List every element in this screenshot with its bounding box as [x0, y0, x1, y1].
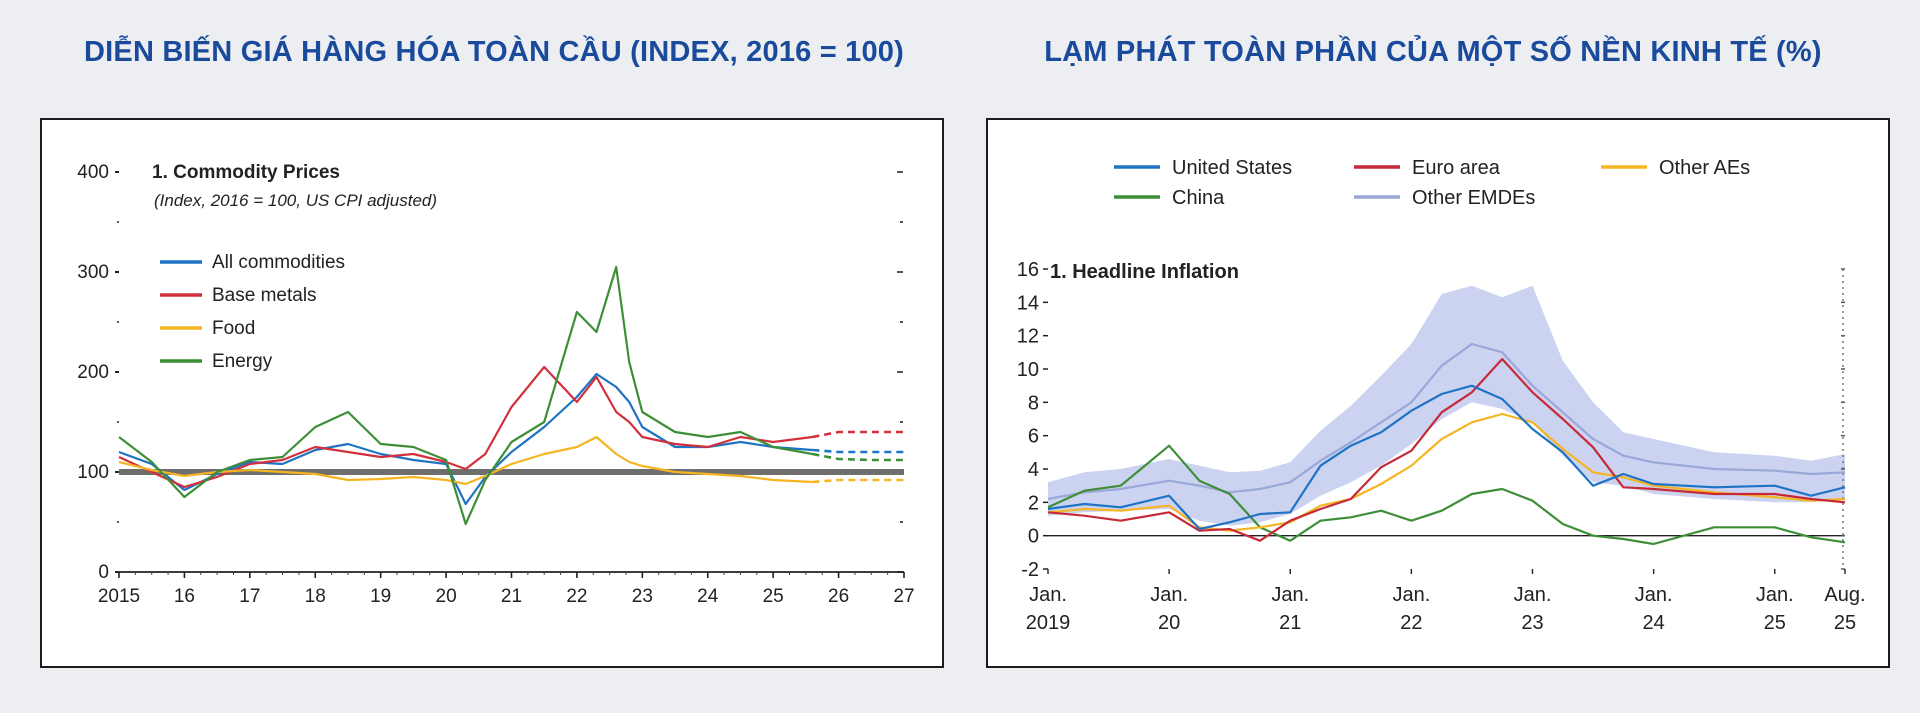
x-tick-label-line: Jan.	[1635, 584, 1673, 606]
forecast-line-base-metals	[812, 430, 904, 439]
x-tick-label-21: 21	[501, 586, 522, 607]
x-tick-label-18: 18	[305, 586, 326, 607]
y-tick-label-14: 14	[1017, 292, 1039, 314]
legend-label-energy: Energy	[212, 351, 273, 372]
x-tick-label-25: 25	[763, 586, 784, 607]
x-tick-label-jan-20: Jan. 20	[1150, 584, 1188, 634]
y-tick-label-16: 16	[1017, 259, 1039, 281]
legend-label-all-commodities: All commodities	[212, 252, 345, 273]
y-tick-label-4: 4	[1028, 459, 1039, 481]
y-tick-label-300: 300	[77, 262, 109, 283]
x-tick-label-line: Jan.	[1271, 584, 1309, 606]
x-tick-label-jan-24: Jan. 24	[1635, 584, 1673, 634]
y-tick-label-100: 100	[77, 462, 109, 483]
y-tick-label-2: 2	[1028, 492, 1039, 514]
x-tick-label-19: 19	[370, 586, 391, 607]
x-tick-label-20: 20	[436, 586, 457, 607]
x-tick-label-aug-25: Aug. 25	[1824, 584, 1865, 634]
series-line-euro-area	[1047, 357, 1846, 542]
x-tick-label-line: Jan.	[1392, 584, 1430, 606]
x-tick-label-2015: 2015	[98, 586, 140, 607]
x-tick-label-line: 23	[1521, 612, 1543, 634]
x-tick-label-22: 22	[566, 586, 587, 607]
y-tick-label-12: 12	[1017, 326, 1039, 348]
y-tick-label--2: -2	[1021, 559, 1039, 581]
forecast-line-food	[812, 478, 904, 484]
x-tick-label-line: 25	[1764, 612, 1786, 634]
x-tick-label-line: Jan.	[1150, 584, 1188, 606]
legend-label-united-states: United States	[1172, 157, 1292, 179]
x-tick-label-23: 23	[632, 586, 653, 607]
x-tick-label-line: 21	[1279, 612, 1301, 634]
chart-title: 1. Headline Inflation	[1050, 261, 1239, 283]
legend-label-food: Food	[212, 318, 255, 339]
y-tick-label-400: 400	[77, 162, 109, 183]
x-tick-label-jan-2019: Jan. 2019	[1026, 584, 1071, 634]
legend-label-other-emdes: Other EMDEs	[1412, 187, 1535, 209]
x-tick-label-line: Jan.	[1514, 584, 1552, 606]
y-tick-label-200: 200	[77, 362, 109, 383]
commodity-prices-chart: 0 100 200 300 400 2015 16 17 18 19 20 21 22 23 24 25 26 2…	[77, 162, 914, 607]
legend-label-euro-area: Euro area	[1412, 157, 1501, 179]
chart-right-heading: LẠM PHÁT TOÀN PHẦN CỦA MỘT SỐ NỀN KINH T…	[1044, 36, 1822, 68]
x-tick-label-jan-21: Jan. 21	[1271, 584, 1309, 634]
x-tick-label-jan-22: Jan. 22	[1392, 584, 1430, 634]
x-tick-label-line: 24	[1642, 612, 1664, 634]
forecast-line-all-commodities	[812, 448, 904, 454]
x-tick-label-17: 17	[239, 586, 260, 607]
x-tick-label-line: Jan.	[1029, 584, 1067, 606]
series-line-united-states	[1047, 384, 1846, 531]
x-tick-label-line: Aug.	[1824, 584, 1865, 606]
y-tick-label-8: 8	[1028, 392, 1039, 414]
y-tick-label-0: 0	[98, 562, 109, 583]
x-tick-label-line: Jan.	[1756, 584, 1794, 606]
legend-label-china: China	[1172, 187, 1225, 209]
x-tick-label-line: 25	[1834, 612, 1856, 634]
series-line-base-metals	[118, 365, 813, 489]
x-tick-label-line: 20	[1158, 612, 1180, 634]
x-tick-label-jan-25: Jan. 25	[1756, 584, 1794, 634]
chart-title: 1. Commodity Prices	[152, 162, 340, 183]
legend-label-base-metals: Base metals	[212, 285, 317, 306]
x-tick-label-jan-23: Jan. 23	[1514, 584, 1552, 634]
headline-inflation-chart-panel: -2 0 2 4 6 8 10 12 14 16 Jan. 2019 Jan. 20 Jan. 21 Jan. 2…	[986, 118, 1890, 668]
series-line-energy	[118, 265, 813, 526]
x-tick-label-line: 2019	[1026, 612, 1071, 634]
forecast-line-energy	[812, 452, 904, 462]
x-tick-label-16: 16	[174, 586, 195, 607]
commodity-prices-chart-panel: 0 100 200 300 400 2015 16 17 18 19 20 21 22 23 24 25 26 2…	[40, 118, 944, 668]
chart-subtitle: (Index, 2016 = 100, US CPI adjusted)	[154, 191, 437, 210]
y-tick-label-0: 0	[1028, 526, 1039, 548]
y-tick-label-10: 10	[1017, 359, 1039, 381]
y-tick-label-6: 6	[1028, 426, 1039, 448]
range-band-other-emdes	[1048, 285, 1845, 526]
series-line-other-emdes	[1047, 342, 1846, 501]
x-tick-label-26: 26	[828, 586, 849, 607]
series-line-china	[1047, 444, 1846, 546]
x-tick-label-line: 22	[1400, 612, 1422, 634]
chart-left-heading: DIỄN BIẾN GIÁ HÀNG HÓA TOÀN CẦU (INDEX, …	[84, 36, 904, 68]
x-tick-label-27: 27	[893, 586, 914, 607]
x-tick-label-24: 24	[697, 586, 719, 607]
legend-label-other-aes: Other AEs	[1659, 157, 1750, 179]
series-line-food	[118, 435, 813, 486]
